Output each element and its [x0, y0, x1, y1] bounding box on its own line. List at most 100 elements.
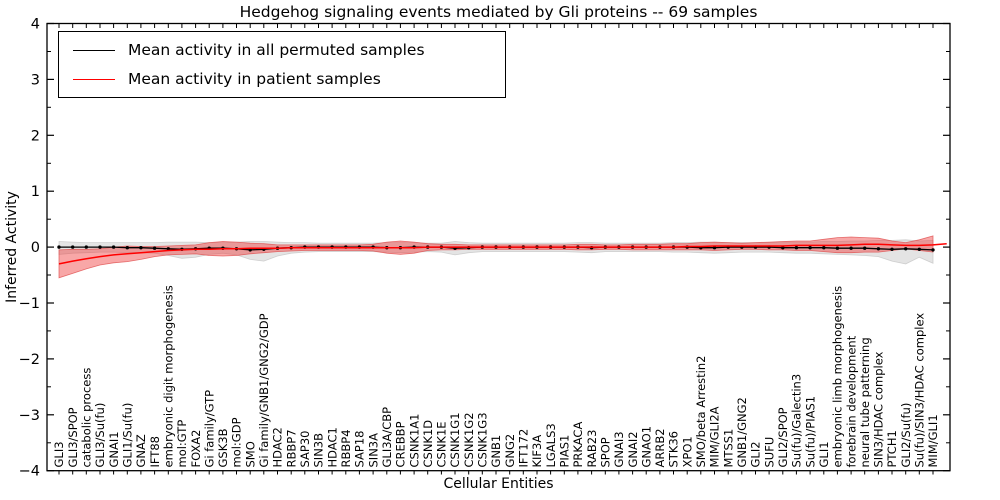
x-tick-label: LGALS3	[544, 423, 558, 467]
x-tick-label: SMO	[243, 441, 257, 467]
permuted-marker-dot	[125, 246, 129, 250]
x-tick-label: FOXA2	[189, 430, 203, 468]
permuted-marker-dot	[849, 246, 853, 250]
chart-title: Hedgehog signaling events mediated by Gl…	[239, 3, 758, 21]
x-tick-label: GNAI2	[626, 431, 640, 467]
x-tick-label: PIAS1	[558, 435, 572, 468]
x-tick-label: GNB1/GNG2	[735, 397, 749, 467]
x-tick-label: CSNK1D	[421, 420, 435, 468]
y-tick-label: 2	[31, 128, 40, 144]
x-tick-label: XPO1	[680, 436, 694, 467]
x-tick-label: forebrain development	[844, 335, 858, 467]
x-tick-label: MIM/GLI2A	[708, 406, 722, 467]
permuted-marker-dot	[139, 246, 143, 250]
permuted-marker-dot	[781, 246, 785, 250]
x-tick-label: SMO/beta Arrestin2	[694, 356, 708, 468]
x-tick-label: catabolic process	[80, 368, 94, 468]
x-tick-label: SPOP	[599, 437, 613, 467]
x-tick-label: GLI2/Su(fu)	[899, 403, 913, 468]
permuted-marker-dot	[835, 246, 840, 250]
x-tick-label: GLI3	[52, 441, 66, 467]
y-tick-label: 0	[31, 240, 40, 256]
legend-label-permuted: Mean activity in all permuted samples	[128, 41, 425, 59]
permuted-marker-dot	[794, 246, 799, 250]
y-tick-label: −4	[19, 464, 40, 480]
x-tick-label: GLI3/SPOP	[66, 407, 80, 467]
x-tick-label: GNB1	[489, 435, 503, 468]
x-tick-label: GLI2/SPOP	[776, 407, 790, 467]
y-tick-label: 4	[31, 17, 40, 33]
legend: Mean activity in all permuted samples Me…	[58, 31, 506, 98]
x-tick-label: GLI2	[749, 441, 763, 467]
legend-line-permuted-icon	[73, 49, 115, 51]
x-tick-label: SIN3/HDAC complex	[872, 351, 886, 467]
y-tick-label: 3	[31, 72, 40, 88]
x-tick-label: CSNK1G2	[462, 412, 476, 467]
permuted-marker-dot	[904, 247, 908, 251]
x-tick-label: embryonic digit morphogenesis	[161, 285, 175, 467]
x-tick-label: embryonic limb morphogenesis	[831, 286, 845, 468]
x-tick-label: CSNK1G1	[448, 412, 462, 467]
x-tick-label: SIN3A	[366, 433, 380, 468]
permuted-marker-dot	[84, 245, 89, 249]
permuted-marker-dot	[863, 246, 867, 250]
plot-frame	[46, 22, 951, 472]
x-tick-label: PRKACA	[571, 422, 585, 468]
permuted-marker-dot	[917, 247, 921, 251]
x-tick-label: GNAZ	[134, 434, 148, 467]
x-tick-label: Su(fu)/PIAS1	[803, 396, 817, 468]
legend-line-patient-icon	[73, 78, 115, 80]
x-tick-label: RAB23	[585, 430, 599, 468]
x-tick-label: Su(fu)/Galectin3	[790, 374, 804, 468]
legend-item-permuted: Mean activity in all permuted samples	[59, 36, 505, 65]
x-tick-label: RBBP4	[339, 429, 353, 467]
x-tick-label: CREBBP	[394, 421, 408, 467]
permuted-marker-dot	[712, 246, 717, 250]
x-tick-label: neural tube patterning	[858, 337, 872, 467]
x-tick-label: GNAI1	[107, 431, 121, 467]
x-tick-label: GNG2	[503, 434, 517, 468]
x-tick-label: GNAO1	[639, 426, 653, 468]
x-tick-label: ARRB2	[653, 428, 667, 467]
x-tick-label: GSK3B	[216, 428, 230, 467]
legend-label-patient: Mean activity in patient samples	[128, 70, 381, 88]
x-tick-label: SAP18	[353, 431, 367, 468]
permuted-marker-dot	[248, 248, 252, 252]
legend-item-patient: Mean activity in patient samples	[59, 65, 505, 94]
x-tick-label: CSNK1A1	[407, 414, 421, 468]
y-tick-label: −3	[19, 408, 40, 424]
x-tick-label: GLI1	[817, 441, 831, 467]
x-tick-label: CSNK1E	[435, 421, 449, 467]
x-tick-label: HDAC2	[271, 427, 285, 467]
x-tick-label: STK36	[667, 431, 681, 468]
x-tick-label: Gi family/GTP	[202, 390, 216, 468]
x-tick-label: SUFU	[762, 437, 776, 468]
y-tick-label: −1	[19, 296, 40, 312]
x-tick-label: PTCH1	[885, 430, 899, 467]
y-tick-label: −2	[19, 352, 40, 368]
x-tick-label: GLI3A/CBP	[380, 407, 394, 468]
x-tick-label: Su(fu)/SIN3/HDAC complex	[913, 313, 927, 468]
permuted-marker-dot	[822, 246, 826, 250]
permuted-marker-dot	[876, 247, 881, 251]
x-tick-label: SIN3B	[312, 433, 326, 468]
permuted-marker-dot	[111, 245, 116, 249]
x-tick-label: SAP30	[298, 431, 312, 468]
permuted-marker-dot	[57, 245, 61, 249]
x-tick-label: MIM/GLI1	[926, 414, 940, 467]
permuted-marker-dot	[931, 248, 935, 252]
x-tick-label: mol:GTP	[175, 420, 189, 468]
permuted-marker-dot	[152, 246, 157, 250]
x-tick-label: IFT88	[148, 436, 162, 467]
x-tick-label: HDAC1	[325, 427, 339, 467]
x-tick-label: GLI3/Su(fu)	[93, 403, 107, 468]
permuted-marker-dot	[98, 245, 102, 249]
x-tick-label: GLI1/Su(fu)	[121, 403, 135, 468]
x-tick-label: GNAI3	[612, 431, 626, 467]
permuted-marker-dot	[166, 247, 170, 251]
permuted-marker-dot	[71, 245, 75, 249]
permuted-marker-dot	[890, 247, 894, 251]
x-tick-label: mol:GDP	[230, 417, 244, 467]
